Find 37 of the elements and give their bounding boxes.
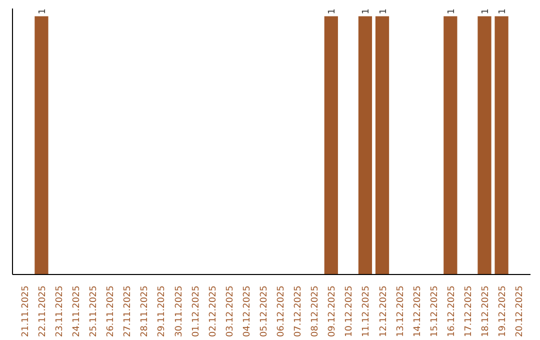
x-tick-label: 13.12.2025 <box>396 286 406 338</box>
x-tick-label: 24.11.2025 <box>72 286 82 338</box>
x-tick-label: 22.11.2025 <box>38 286 48 338</box>
x-tick-label: 05.12.2025 <box>259 286 270 338</box>
data-label: 1 <box>446 8 457 14</box>
x-tick-label: 04.12.2025 <box>242 286 252 338</box>
x-tick-label: 27.11.2025 <box>123 286 134 338</box>
x-tick-label: 29.11.2025 <box>157 286 168 338</box>
x-tick-label: 30.11.2025 <box>174 286 184 338</box>
x-tick-label: 19.12.2025 <box>498 286 508 338</box>
x-tick-label: 21.11.2025 <box>20 286 31 338</box>
data-label: 1 <box>38 8 48 14</box>
x-tick-label: 03.12.2025 <box>225 286 236 338</box>
x-tick-label: 17.12.2025 <box>464 286 474 338</box>
x-tick-label: 02.12.2025 <box>208 286 218 338</box>
data-label: 1 <box>362 8 372 14</box>
data-label: 1 <box>480 8 491 14</box>
x-tick-label: 07.12.2025 <box>294 286 304 338</box>
x-tick-label: 23.11.2025 <box>55 286 66 338</box>
x-tick-label: 16.12.2025 <box>446 286 457 338</box>
x-tick-label: 11.12.2025 <box>362 286 372 338</box>
data-label: 1 <box>378 8 389 14</box>
x-tick-label: 10.12.2025 <box>344 286 355 338</box>
x-tick-label: 06.12.2025 <box>276 286 287 338</box>
x-tick-label: 15.12.2025 <box>430 286 440 338</box>
x-tick-label: 09.12.2025 <box>328 286 338 338</box>
data-label: 1 <box>498 8 508 14</box>
x-tick-label: 14.12.2025 <box>412 286 423 338</box>
x-tick-label: 28.11.2025 <box>140 286 150 338</box>
x-tick-label: 12.12.2025 <box>378 286 389 338</box>
x-tick-label: 26.11.2025 <box>106 286 116 338</box>
x-tick-label: 25.11.2025 <box>89 286 100 338</box>
data-label: 1 <box>328 8 338 14</box>
x-tick-label: 18.12.2025 <box>480 286 491 338</box>
x-tick-label: 08.12.2025 <box>310 286 321 338</box>
x-tick-label: 01.12.2025 <box>191 286 202 338</box>
x-tick-label: 20.12.2025 <box>515 286 526 338</box>
